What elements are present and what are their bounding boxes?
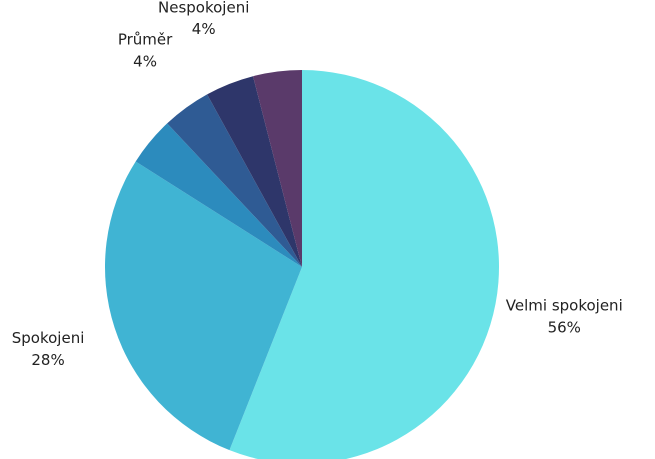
pie-slice (229, 70, 499, 459)
pie-slice (135, 123, 302, 267)
slice-value-label: 4% (133, 52, 157, 70)
slice-value-label: 28% (31, 351, 64, 369)
slice-label: Spokojeni (12, 329, 85, 347)
slice-value-label: 4% (192, 20, 216, 38)
pie-slice (253, 70, 302, 267)
slice-label: Průměr (118, 30, 173, 48)
slice-value-label: 56% (548, 319, 581, 337)
pie-slice (207, 76, 302, 267)
pie-slice (167, 94, 302, 267)
slice-label: Nespokojeni (158, 0, 249, 16)
pie-slice (104, 161, 303, 451)
slice-label: Velmi spokojeni (506, 297, 623, 315)
